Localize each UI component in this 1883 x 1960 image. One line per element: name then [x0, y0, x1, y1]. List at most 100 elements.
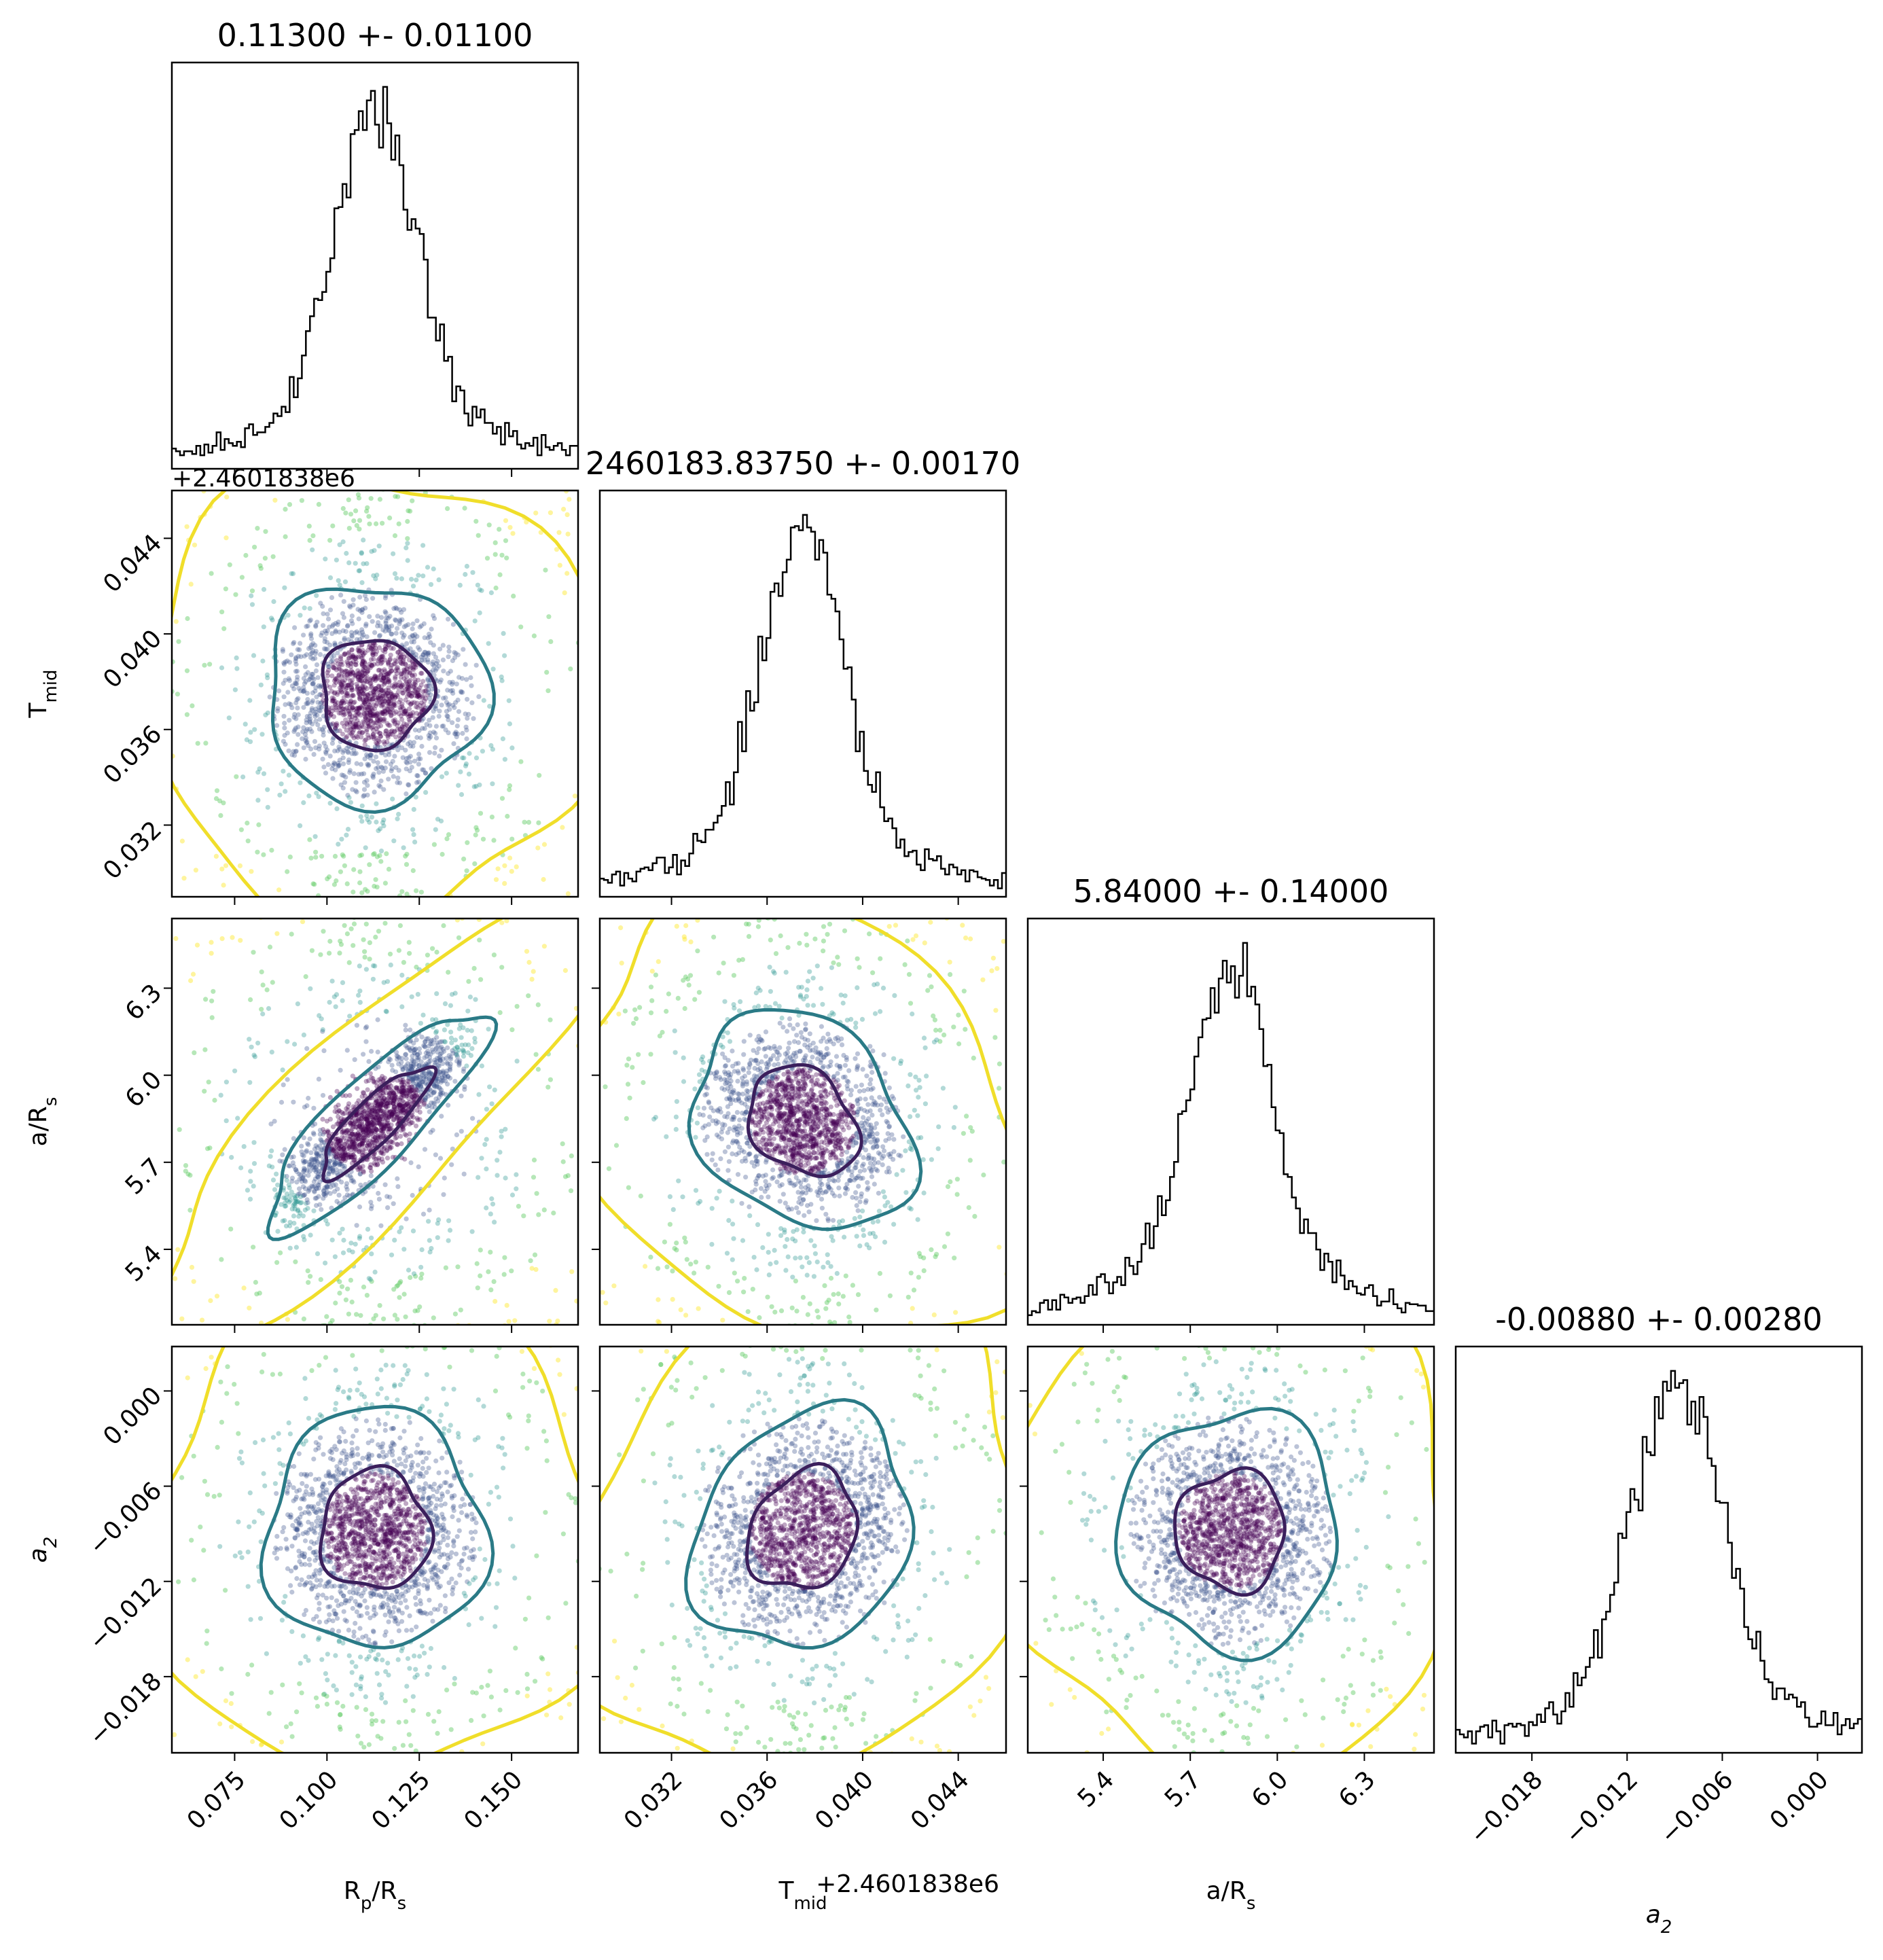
scatter-point — [457, 1061, 462, 1066]
scatter-point — [385, 482, 390, 486]
scatter-point — [389, 963, 393, 967]
scatter-point — [308, 727, 312, 732]
scatter-point — [380, 904, 384, 908]
scatter-point — [357, 569, 361, 573]
scatter-point — [235, 1116, 240, 1120]
scatter-point — [544, 397, 549, 402]
scatter-point — [297, 647, 302, 652]
scatter-point — [500, 796, 505, 801]
scatter-point — [164, 1233, 168, 1238]
scatter-point — [173, 928, 177, 933]
scatter-point — [420, 1035, 425, 1039]
scatter-point — [447, 649, 452, 654]
scatter-point — [403, 900, 408, 905]
scatter-point — [471, 777, 476, 782]
scatter-point — [531, 969, 536, 974]
scatter-point — [416, 762, 421, 766]
scatter-point — [446, 1218, 451, 1223]
scatter-point — [535, 1191, 539, 1196]
scatter-point — [372, 630, 377, 635]
scatter-point — [376, 794, 380, 799]
scatter-point — [459, 1308, 463, 1313]
scatter-point — [364, 967, 369, 972]
scatter-point — [425, 952, 430, 957]
scatter-point — [330, 1238, 335, 1243]
scatter-point — [50, 449, 55, 454]
scatter-point — [403, 854, 408, 859]
scatter-point — [346, 1312, 351, 1317]
scatter-point — [545, 1085, 550, 1090]
scatter-point — [465, 702, 469, 707]
scatter-point — [289, 1179, 294, 1183]
scatter-point — [271, 599, 276, 604]
scatter-point — [408, 711, 413, 716]
scatter-point — [528, 768, 533, 772]
scatter-point — [325, 747, 329, 752]
scatter-point — [251, 1140, 256, 1145]
scatter-point — [359, 819, 364, 823]
scatter-point — [438, 1156, 443, 1160]
scatter-point — [207, 1080, 211, 1084]
scatter-point — [406, 783, 411, 787]
scatter-point — [451, 622, 456, 627]
scatter-point — [514, 864, 519, 869]
scatter-point — [160, 762, 165, 766]
scatter-point — [332, 1189, 337, 1194]
scatter-point — [234, 666, 239, 671]
scatter-point — [404, 1217, 409, 1222]
scatter-point — [419, 1272, 424, 1277]
scatter-point — [270, 393, 274, 398]
scatter-point — [66, 914, 71, 919]
scatter-point — [369, 1130, 374, 1135]
scatter-point — [354, 722, 359, 727]
scatter-point — [507, 787, 512, 792]
scatter-point — [345, 881, 350, 886]
scatter-point — [221, 883, 226, 887]
scatter-point — [307, 837, 312, 842]
scatter-point — [333, 854, 338, 859]
scatter-point — [736, 938, 740, 942]
scatter-point — [337, 950, 342, 955]
scatter-point — [300, 957, 304, 962]
scatter-point — [433, 655, 438, 660]
scatter-point — [24, 957, 29, 962]
scatter-point — [418, 824, 423, 829]
scatter-point — [289, 652, 293, 657]
scatter-point — [545, 1009, 550, 1014]
scatter-point — [393, 850, 398, 855]
scatter-point — [71, 1108, 76, 1113]
scatter-point — [235, 947, 240, 952]
scatter-point — [261, 982, 266, 987]
scatter-point — [532, 1158, 537, 1162]
scatter-point — [342, 812, 347, 817]
scatter-point — [309, 887, 314, 892]
scatter-point — [349, 688, 354, 692]
scatter-point — [356, 1126, 361, 1131]
scatter-point — [386, 452, 391, 457]
scatter-point — [419, 744, 424, 749]
scatter-point — [210, 1015, 215, 1020]
scatter-point — [339, 837, 344, 842]
scatter-point — [347, 1014, 352, 1018]
scatter-point — [407, 951, 412, 956]
scatter-point — [399, 1060, 404, 1065]
scatter-point — [415, 1308, 420, 1313]
scatter-point — [394, 1085, 399, 1090]
scatter-point — [369, 496, 374, 501]
scatter-point — [394, 576, 399, 581]
scatter-point — [404, 1056, 409, 1061]
scatter-point — [678, 948, 683, 952]
scatter-point — [408, 1275, 412, 1280]
scatter-point — [407, 912, 412, 917]
scatter-point — [402, 1157, 407, 1162]
scatter-point — [499, 965, 504, 969]
scatter-point — [397, 1295, 401, 1300]
scatter-point — [643, 763, 647, 768]
scatter-point — [301, 705, 306, 710]
scatter-point — [706, 599, 711, 603]
scatter-point — [588, 751, 592, 755]
scatter-point — [88, 484, 93, 488]
scatter-point — [392, 730, 397, 734]
scatter-point — [503, 757, 507, 762]
scatter-point — [134, 1239, 139, 1244]
